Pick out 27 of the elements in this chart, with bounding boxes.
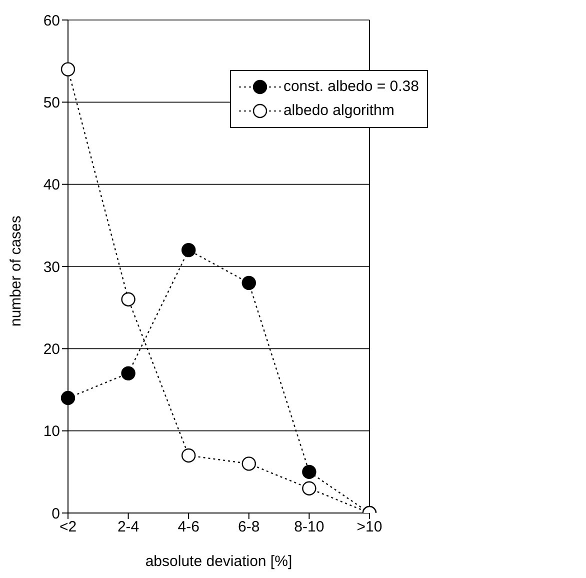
y-tick-label: 60	[43, 12, 60, 30]
legend-label: const. albedo = 0.38	[283, 77, 419, 97]
x-tick-label: 8-10	[294, 518, 324, 536]
x-axis-title: absolute deviation [%]	[145, 553, 292, 570]
point	[181, 242, 196, 258]
y-tick-label: 40	[43, 176, 60, 194]
y-tick-label: 30	[43, 258, 60, 276]
x-tick-label: <2	[59, 518, 77, 536]
point	[302, 481, 316, 496]
point	[302, 464, 316, 480]
y-tick-label: 50	[43, 94, 60, 112]
point	[121, 366, 136, 380]
y-axis-title: number of cases	[7, 216, 24, 326]
x-tick-label: 2-4	[117, 518, 140, 536]
x-tick-label: 4-6	[178, 518, 200, 536]
y-tick-label: 20	[43, 340, 60, 358]
point	[242, 456, 256, 471]
y-tick-label: 10	[43, 423, 60, 440]
point	[121, 292, 136, 306]
x-tick-label: 6-8	[238, 518, 260, 536]
point	[60, 390, 76, 406]
point	[60, 62, 76, 76]
point	[181, 448, 196, 463]
legend-label: albedo algorithm	[283, 101, 394, 121]
point	[242, 276, 256, 290]
y-tick-label: 0	[52, 505, 60, 522]
x-tick-label: >10	[356, 518, 382, 536]
